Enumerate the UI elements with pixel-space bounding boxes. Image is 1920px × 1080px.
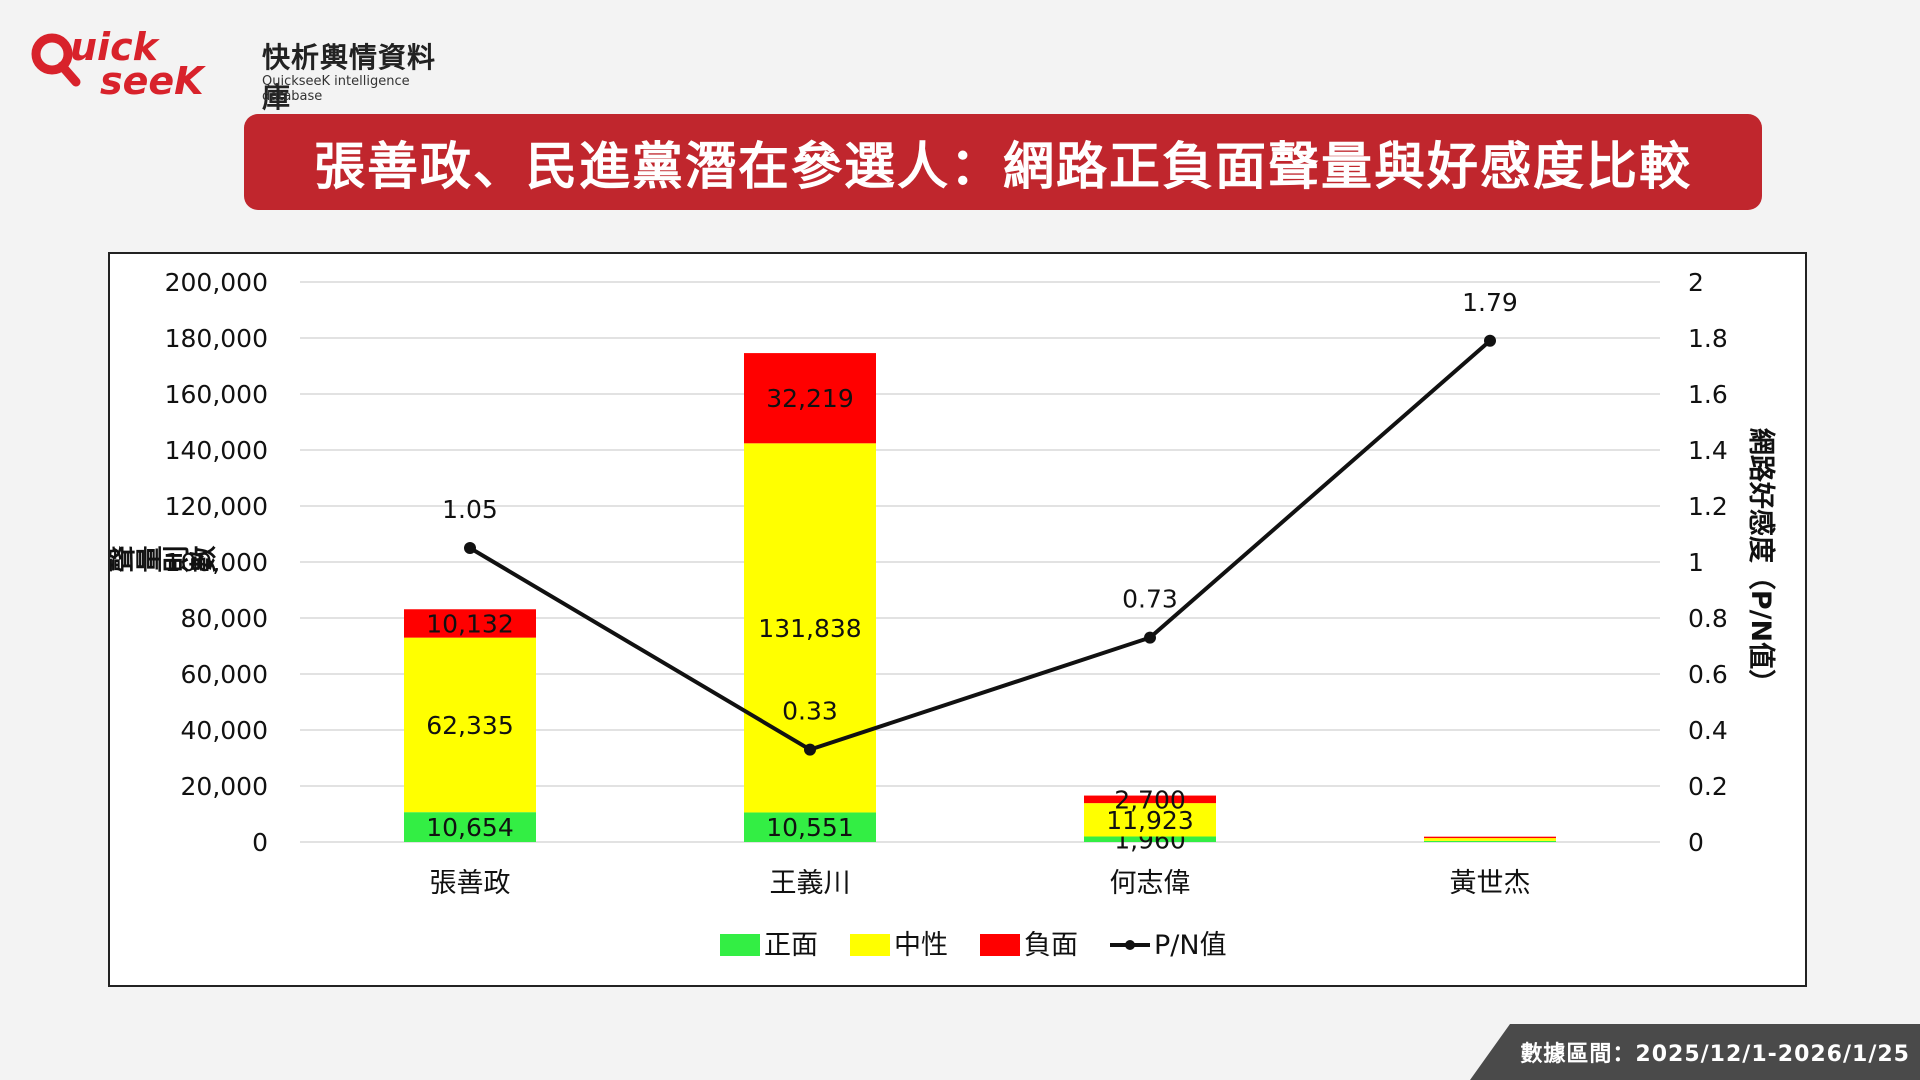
- y-tick-label: 180,000: [165, 324, 268, 353]
- pn-marker: [464, 542, 476, 554]
- y-tick-label: 0: [252, 828, 268, 857]
- quickseek-logo-icon: uick seeK: [31, 25, 206, 100]
- y2-tick-label: 0.4: [1688, 716, 1728, 745]
- y2-tick-label: 0.8: [1688, 604, 1728, 633]
- page-title: 張善政、民進黨潛在參選人：網路正負面聲量與好感度比較: [313, 138, 1692, 197]
- title-banner: 張善政、民進黨潛在參選人：網路正負面聲量與好感度比較: [244, 114, 1762, 210]
- y-axis-title: 聲量則數: [110, 546, 217, 578]
- bar-data-label: 131,838: [758, 614, 861, 643]
- y-tick-label: 120,000: [165, 492, 268, 521]
- bar-segment: [404, 609, 536, 638]
- y-tick-label: 160,000: [165, 380, 268, 409]
- y2-tick-label: 0.6: [1688, 660, 1728, 689]
- pn-data-label: 1.05: [442, 495, 498, 524]
- y-tick-label: 80,000: [181, 604, 268, 633]
- y-tick-label: 20,000: [181, 772, 268, 801]
- bar-data-label: 32,219: [766, 384, 853, 413]
- bar-segment: [1424, 840, 1556, 842]
- y2-axis-title: 網路好感度（P/N值）: [1745, 428, 1777, 696]
- y2-tick-label: 1.8: [1688, 324, 1728, 353]
- y-tick-label: 60,000: [181, 660, 268, 689]
- svg-text:uick: uick: [70, 25, 161, 69]
- y2-tick-label: 0: [1688, 828, 1704, 857]
- y2-tick-label: 1: [1688, 548, 1704, 577]
- bar-segment: [744, 353, 876, 444]
- bar-segment: [744, 812, 876, 842]
- bar-data-label: 62,335: [426, 711, 513, 740]
- bar-segment: [1084, 795, 1216, 804]
- bar-segment: [1424, 838, 1556, 841]
- y2-tick-label: 1.4: [1688, 436, 1728, 465]
- date-range-label: 數據區間：2025/12/1-2026/1/25: [1520, 1042, 1910, 1067]
- y-tick-label: 100,000: [165, 548, 268, 577]
- legend-swatch: [720, 934, 760, 956]
- pn-marker: [1144, 631, 1156, 644]
- bar-segment: [1084, 836, 1216, 842]
- legend-line-marker: [1125, 940, 1135, 950]
- legend-swatch: [980, 934, 1020, 956]
- category-label: 張善政: [430, 868, 511, 899]
- pn-data-label: 1.79: [1462, 288, 1518, 317]
- legend-label: 負面: [1024, 930, 1078, 961]
- brand-name-cn: 快析輿情資料庫: [262, 41, 437, 114]
- legend-label: 正面: [764, 930, 818, 961]
- y-tick-label: 200,000: [165, 268, 268, 297]
- bar-data-label: 2,700: [1114, 785, 1186, 814]
- bar-data-label: 11,923: [1106, 806, 1193, 835]
- brand-name-en: QuickseeK intelligence database: [262, 74, 410, 104]
- bar-segment: [1084, 803, 1216, 837]
- bar-data-label: 10,654: [426, 813, 513, 842]
- legend-label: 中性: [894, 930, 948, 961]
- bar-segment: [404, 637, 536, 813]
- y-tick-label: 140,000: [165, 436, 268, 465]
- legend-label: P/N值: [1154, 930, 1227, 961]
- y2-tick-label: 2: [1688, 268, 1704, 297]
- y2-tick-label: 1.6: [1688, 380, 1728, 409]
- brand-logo: uick seeK 快析輿情資料庫 QuickseeK intelligence…: [30, 20, 450, 114]
- category-label: 黃世杰: [1450, 868, 1531, 899]
- bar-segment: [404, 812, 536, 842]
- pn-data-label: 0.73: [1122, 585, 1178, 614]
- legend-swatch: [850, 934, 890, 956]
- chart-container: 200,000 2 180,000 1.8 160,000 1.6 140,000 1.4 12…: [108, 252, 1807, 987]
- y2-tick-label: 0.2: [1688, 772, 1728, 801]
- pn-line: [468, 339, 1492, 752]
- y-tick-label: 40,000: [181, 716, 268, 745]
- y2-tick-label: 1.2: [1688, 492, 1728, 521]
- pn-data-label: 0.33: [782, 697, 838, 726]
- category-label: 王義川: [770, 868, 851, 899]
- bar-segment: [1424, 836, 1556, 839]
- category-label: 何志偉: [1110, 868, 1191, 899]
- bar-data-label: 10,132: [426, 609, 513, 638]
- svg-text:seeK: seeK: [100, 59, 206, 100]
- bar-data-label: 10,551: [766, 813, 853, 842]
- pn-marker: [1484, 334, 1496, 347]
- pn-marker: [804, 743, 816, 756]
- date-range-footer: 數據區間：2025/12/1-2026/1/25: [1470, 1024, 1920, 1080]
